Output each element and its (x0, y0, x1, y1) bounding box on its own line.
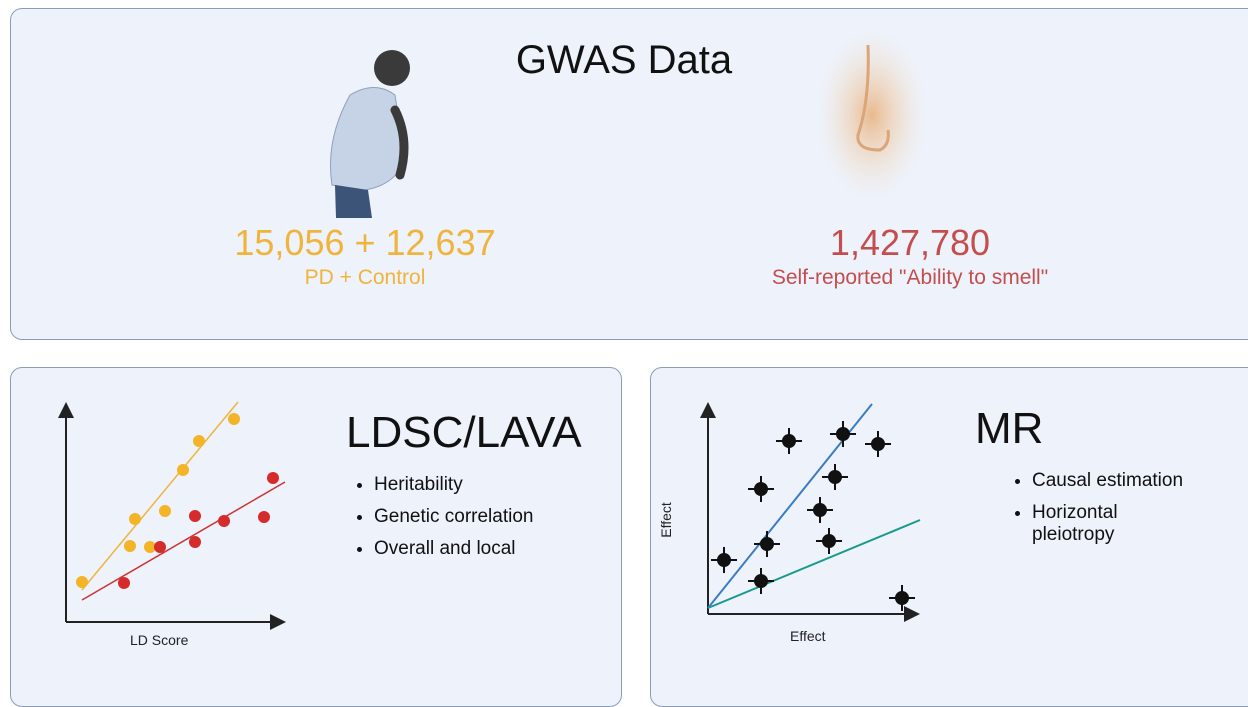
scatter-point (828, 470, 842, 484)
x-axis-label: Effect (790, 628, 826, 644)
ldsc-panel (10, 367, 622, 707)
bullet: Genetic correlation (374, 506, 533, 528)
scatter-point (836, 427, 850, 441)
scatter-point (871, 437, 885, 451)
pd-label: PD + Control (304, 266, 426, 289)
smell-label: Self-reported "Ability to smell" (771, 266, 1049, 289)
scatter-point (754, 574, 768, 588)
bullet: Causal estimation (1032, 470, 1232, 492)
x-axis-label: LD Score (130, 632, 189, 648)
y-axis-label: Effect (657, 502, 674, 538)
bullet: Horizontal pleiotropy (1032, 502, 1142, 546)
scatter-point (813, 503, 827, 517)
man-icon (329, 50, 410, 218)
pd-count: 15,056 + 12,637 (234, 222, 496, 263)
ldsc-title: LDSC/LAVA (346, 408, 582, 457)
mr-bullets: Causal estimation Horizontal pleiotropy (1010, 470, 1232, 556)
scatter-point (760, 537, 774, 551)
bullet: Heritability (374, 474, 533, 496)
scatter-point (895, 591, 909, 605)
scatter-point (822, 534, 836, 548)
ldsc-bullets: Heritability Genetic correlation Overall… (352, 474, 533, 570)
bullet: Overall and local (374, 538, 533, 560)
nose-icon (817, 30, 927, 200)
mr-title: MR (975, 404, 1044, 453)
gwas-panel (10, 8, 1248, 340)
smell-count: 1,427,780 (829, 222, 991, 263)
mr-plot (700, 402, 921, 622)
mr-panel (650, 367, 1248, 707)
scatter-point (782, 434, 796, 448)
scatter-point (754, 482, 768, 496)
gwas-title: GWAS Data (515, 38, 733, 82)
scatter-point (717, 553, 731, 567)
ldsc-plot (58, 401, 286, 630)
